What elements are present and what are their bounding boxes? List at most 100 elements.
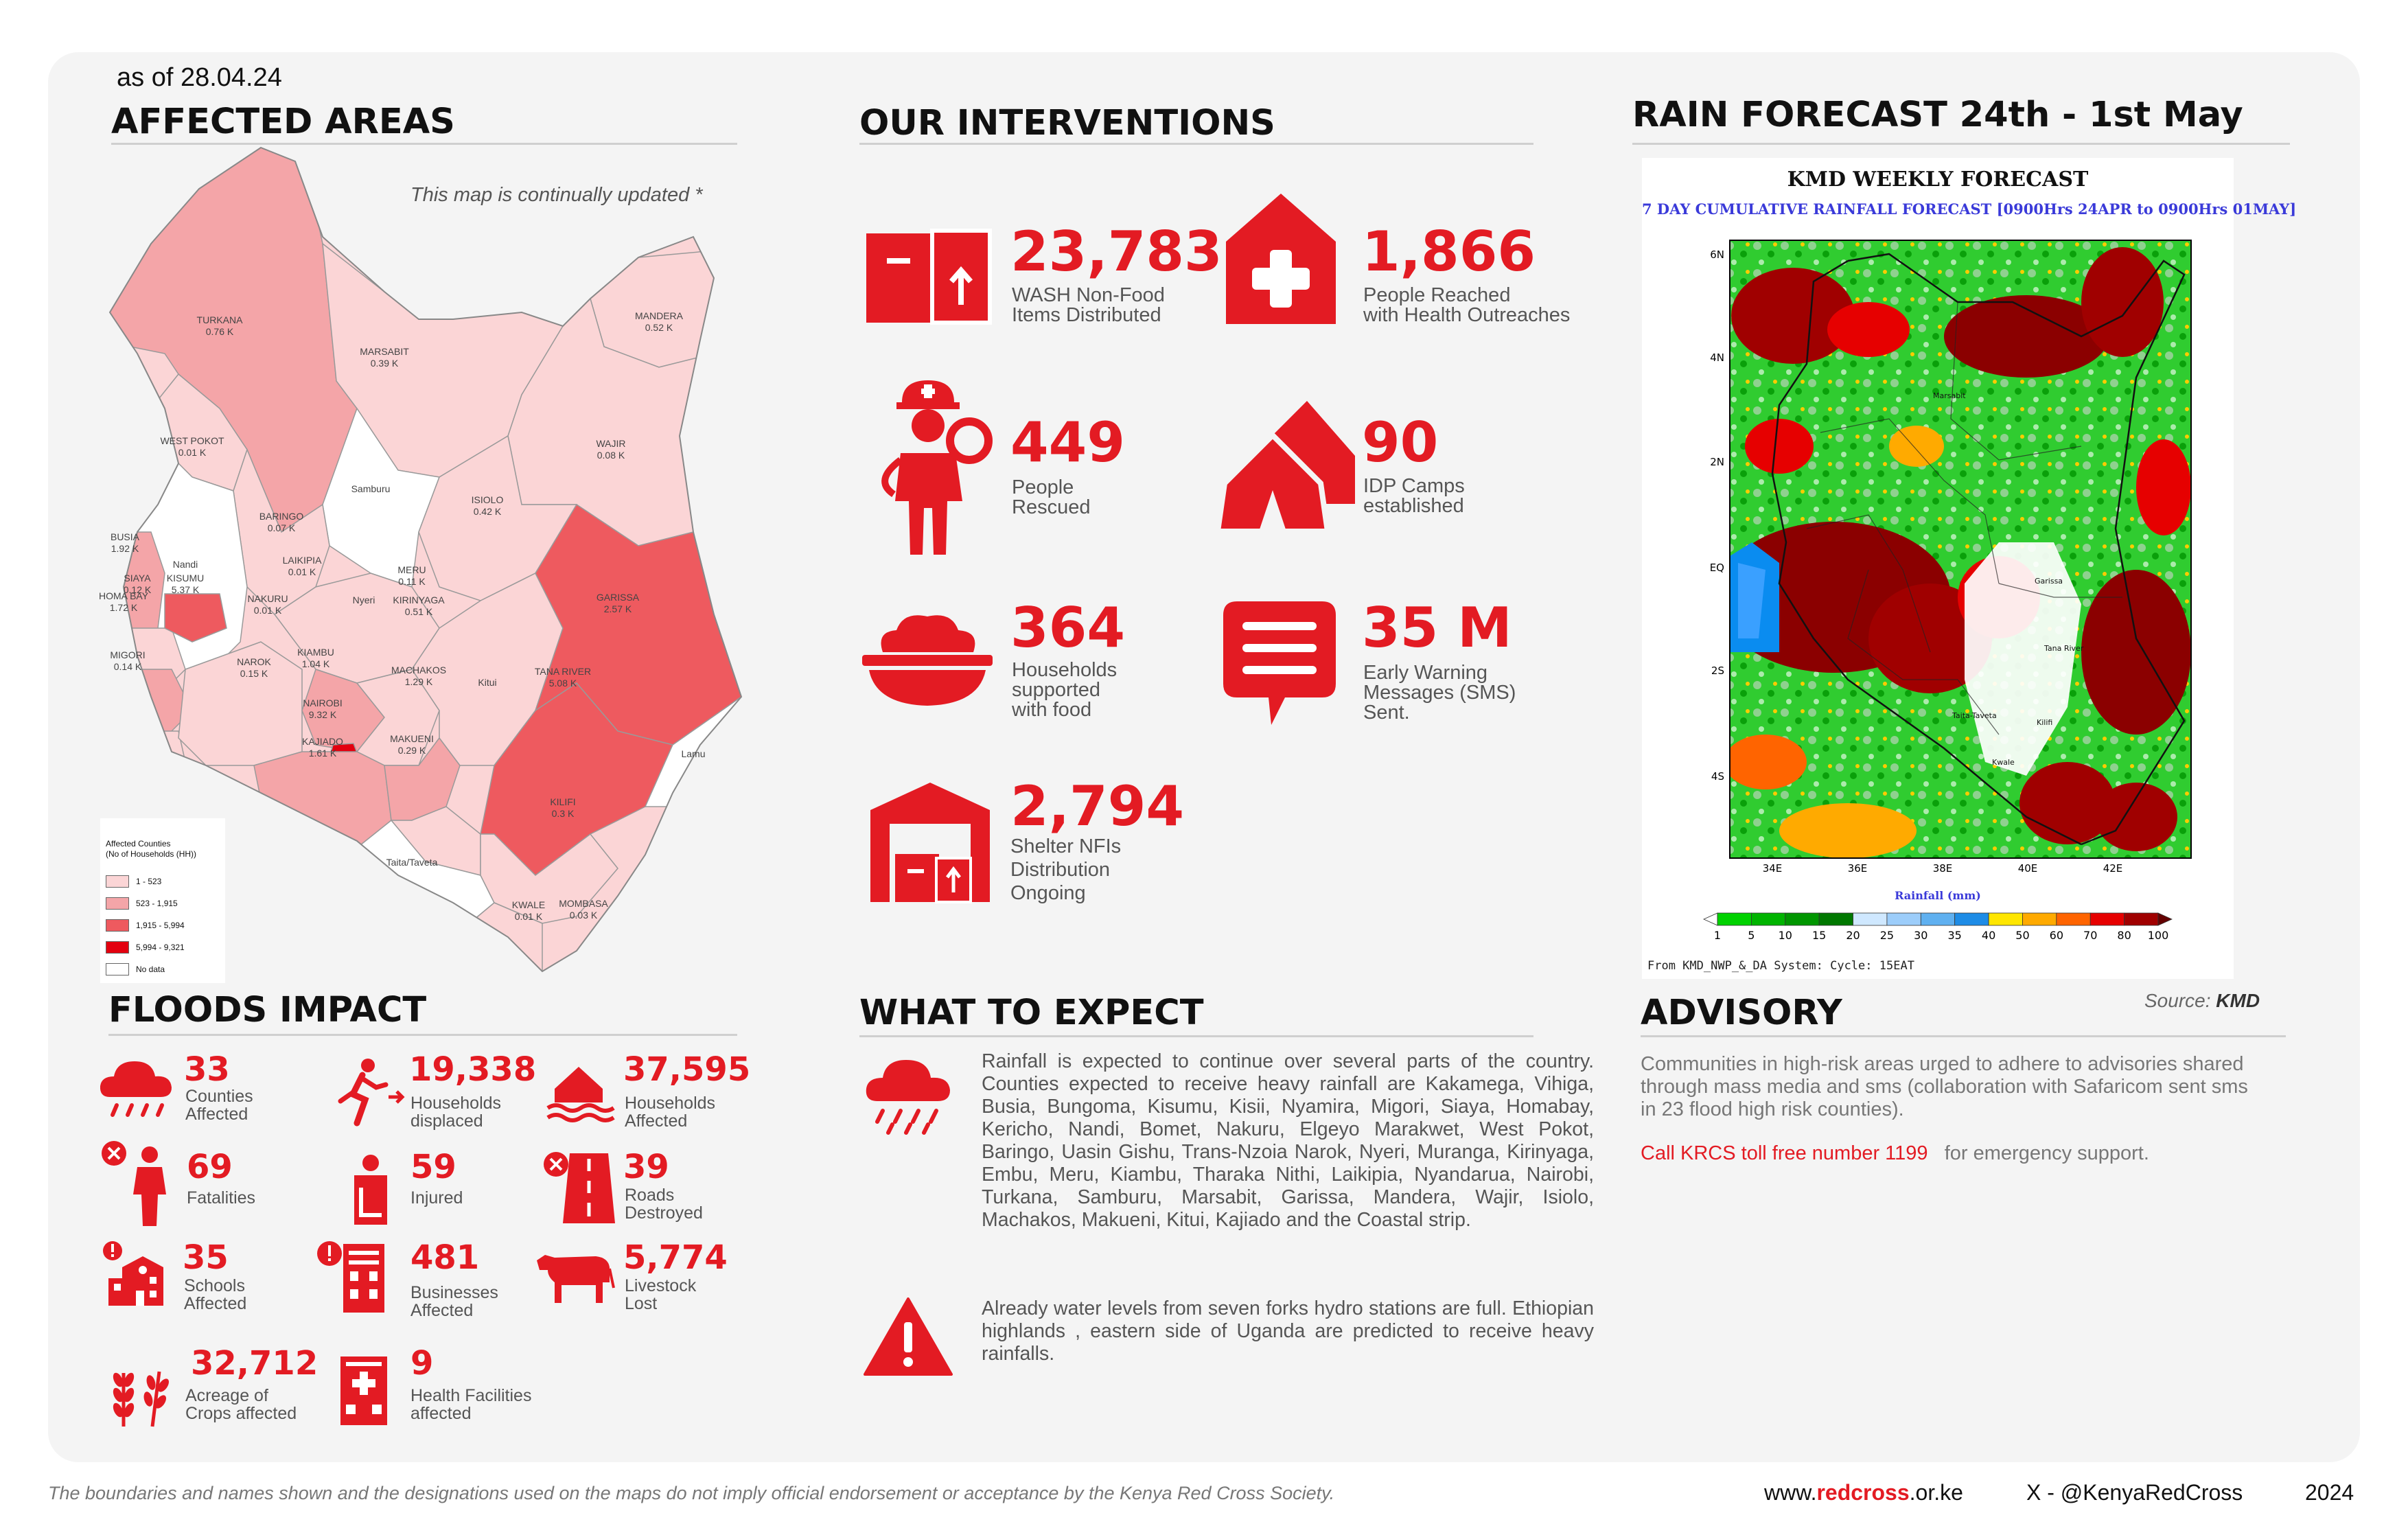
legend-swatch xyxy=(106,875,129,888)
food-support-label: Households supported with food xyxy=(1012,659,1118,721)
county-value-3: 0.01 K xyxy=(178,447,207,458)
legend-title: Affected Counties (No of Households (HH)… xyxy=(106,839,197,859)
legend-item: 1 - 523 xyxy=(106,870,185,892)
legend-label: 5,994 - 9,321 xyxy=(136,943,185,952)
county-value-17: 0.51 K xyxy=(405,606,433,617)
what-to-expect-title: WHAT TO EXPECT xyxy=(859,993,1204,1033)
flooded-house-icon xyxy=(546,1067,615,1122)
crops-affected-value: 32,712 xyxy=(191,1344,319,1383)
county-name-0: TURKANA xyxy=(197,314,244,325)
forecast-place-1: Garissa xyxy=(2035,577,2063,586)
hospital-icon xyxy=(340,1356,387,1425)
injured-icon xyxy=(354,1155,387,1225)
colorbar-tick-8: 40 xyxy=(1982,929,1995,942)
road-closed-icon xyxy=(544,1152,615,1223)
colorbar-label: Rainfall (mm) xyxy=(1895,889,1981,902)
forecast-place-4: Kilifi xyxy=(2037,718,2052,727)
county-value-10: 5.37 K xyxy=(172,584,200,595)
wash-nfi-label: WASH Non-Food Items Distributed xyxy=(1012,284,1165,326)
county-name-29: KILIFI xyxy=(550,796,575,807)
fatalities-label: Fatalities xyxy=(187,1188,256,1208)
shelter-nfi-label: Shelter NFIs Distribution Ongoing xyxy=(1010,835,1122,904)
colorbar-segment xyxy=(2022,912,2057,926)
colorbar-tick-2: 10 xyxy=(1779,929,1792,942)
county-name-9: Nandi xyxy=(173,559,198,570)
households-affected-value: 37,595 xyxy=(623,1050,751,1089)
county-name-25: NAIROBI xyxy=(303,697,343,708)
colorbar-tick-3: 15 xyxy=(1812,929,1826,942)
colorbar-segment xyxy=(1785,912,1820,926)
county-name-2: MANDERA xyxy=(635,310,684,321)
county-value-4: 0.08 K xyxy=(597,450,625,461)
rescuer-icon xyxy=(881,380,993,555)
source-value: KMD xyxy=(2216,990,2260,1011)
colorbar-segment xyxy=(1988,912,2023,926)
sms-sent-label: Early Warning Messages (SMS) Sent. xyxy=(1363,662,1516,724)
warehouse-icon xyxy=(870,783,990,903)
idp-camps-label: IDP Camps established xyxy=(1363,475,1465,517)
county-name-20: KIAMBU xyxy=(297,647,334,658)
boxes-icon xyxy=(866,229,992,325)
floods-impact-title: FLOODS IMPACT xyxy=(108,990,427,1030)
footer-year: 2024 xyxy=(2305,1480,2354,1505)
businesses-affected-value: 481 xyxy=(410,1238,480,1277)
kmd-map-subtitle: 7 DAY CUMULATIVE RAINFALL FORECAST [0900… xyxy=(1642,200,2297,218)
legend-item: 523 - 1,915 xyxy=(106,892,185,914)
colorbar-tick-9: 50 xyxy=(2015,929,2029,942)
website-link[interactable]: www.redcross.or.ke xyxy=(1764,1480,1963,1505)
heavy-rain-icon xyxy=(866,1060,950,1135)
social-handle[interactable]: X - @KenyaRedCross xyxy=(2026,1480,2243,1505)
legend-label: 1 - 523 xyxy=(136,877,162,886)
county-name-31: KWALE xyxy=(512,899,546,910)
crops-icon xyxy=(113,1371,169,1427)
warning-icon xyxy=(864,1297,953,1376)
county-value-12: 0.01 K xyxy=(288,566,316,577)
county-value-22: 1.29 K xyxy=(405,676,433,687)
colorbar-segment xyxy=(1818,912,1853,926)
health-facilities-label: Health Facilities affected xyxy=(410,1386,532,1423)
wash-nfi-value: 23,783 xyxy=(1010,220,1223,284)
county-value-7: 0.07 K xyxy=(268,522,296,533)
county-name-12: LAIKIPIA xyxy=(283,555,322,566)
rainfall-colorbar: 1 5 10 15 20 25 30 35 40 50 60 70 80 100 xyxy=(1703,912,2173,942)
colorbar-segment xyxy=(1920,912,1956,926)
legend-swatch xyxy=(106,919,129,932)
health-house-icon xyxy=(1226,194,1336,324)
advisory-title: ADVISORY xyxy=(1641,993,1842,1033)
legend-item: 5,994 - 9,321 xyxy=(106,936,185,958)
county-name-11: SIAYA xyxy=(124,573,151,584)
county-name-23: Kitui xyxy=(478,677,496,688)
county-name-22: MACHAKOS xyxy=(391,665,446,676)
county-name-5: Samburu xyxy=(351,483,391,494)
kmd-forecast-map: KMD WEEKLY FORECAST 7 DAY CUMULATIVE RAI… xyxy=(1642,158,2297,979)
injured-value: 59 xyxy=(410,1148,456,1186)
colorbar-segment xyxy=(1703,912,1718,926)
source-label: Source: xyxy=(2144,990,2211,1011)
lat-tick-3: EQ xyxy=(1710,562,1724,574)
lat-tick-1: 4N xyxy=(1710,351,1724,364)
county-value-24: 5.08 K xyxy=(549,678,577,689)
school-icon xyxy=(103,1241,163,1306)
county-value-26: 1.61 K xyxy=(309,748,337,759)
lat-tick-4: 2S xyxy=(1711,665,1724,677)
county-name-28: Lamu xyxy=(681,748,705,759)
colorbar-tick-10: 60 xyxy=(2050,929,2063,942)
roads-destroyed-label: Roads Destroyed xyxy=(625,1186,703,1223)
forecast-place-2: Tana River xyxy=(2044,644,2084,653)
county-name-32: MOMBASA xyxy=(559,898,608,909)
legend-label: 1,915 - 5,994 xyxy=(136,921,185,930)
health-facilities-value: 9 xyxy=(410,1344,434,1383)
county-name-1: MARSABIT xyxy=(360,346,409,357)
colorbar-segment xyxy=(1886,912,1921,926)
forecast-place-labels: Marsabit Garissa Tana River Taita-Taveta Kil… xyxy=(1933,391,2084,767)
county-name-30: Taita/Taveta xyxy=(386,857,438,868)
lon-tick-2: 38E xyxy=(1933,862,1953,875)
injured-label: Injured xyxy=(410,1188,463,1208)
county-value-20: 1.04 K xyxy=(302,658,330,669)
county-value-19: 0.14 K xyxy=(114,661,142,672)
county-value-29: 0.3 K xyxy=(552,808,575,819)
advisory-call: Call KRCS toll free number 1199 for emer… xyxy=(1641,1142,2149,1165)
schools-affected-label: Schools Affected xyxy=(184,1276,247,1313)
map-update-note: This map is continually updated * xyxy=(410,184,703,206)
